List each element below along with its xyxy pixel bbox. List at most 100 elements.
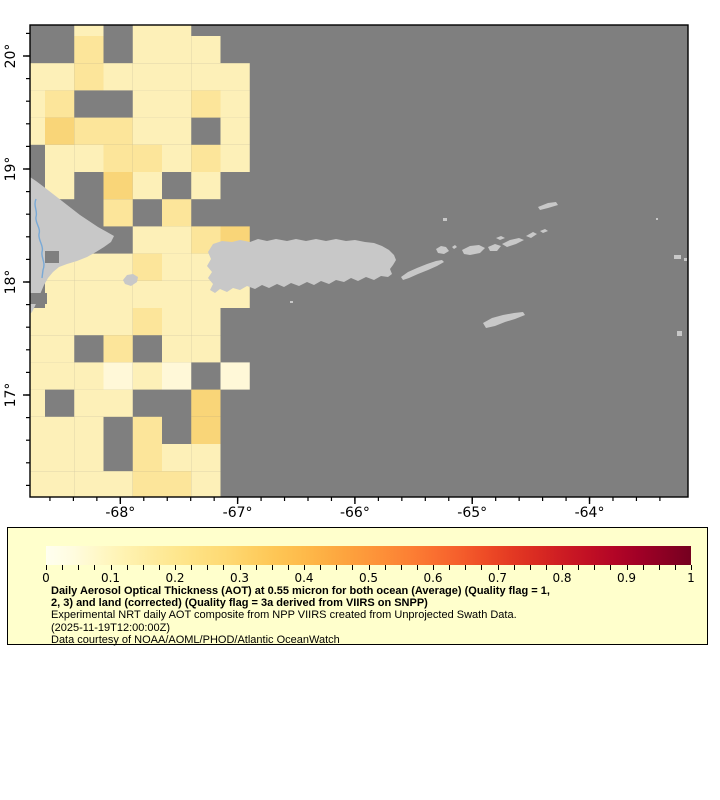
aot-cell [30,117,45,145]
colorbar-tick-label: 0.3 [229,571,250,585]
aot-cell [45,362,75,390]
aot-cell [45,335,75,363]
aot-cell [74,362,104,390]
colorbar-tick [46,565,47,570]
product-title-line2: 2, 3) and land (corrected) (Quality flag… [51,597,428,610]
x-axis-label: -67° [223,505,253,521]
land-speck [656,218,658,220]
aot-cell [162,253,192,281]
aot-cell [103,389,133,417]
aot-cell [191,172,221,200]
aot-cell [30,416,45,444]
aot-cell [45,144,75,172]
aot-cell [30,471,45,497]
x-axis-label: -64° [575,505,605,521]
colorbar-tick-label: 0.1 [100,571,121,585]
aot-cell [132,280,162,308]
colorbar-tick [610,565,612,570]
land-speck [684,258,687,261]
land-tortola [502,238,524,247]
aot-cell [162,280,192,308]
legend-panel: 0 0.1 0.2 0.3 0.4 0.5 0.6 0.7 0.8 0.9 1 Daily Aero… [7,527,708,646]
aot-cell [220,117,250,145]
product-title-line1: Daily Aerosol Optical Thickness (AOT) at… [51,585,550,597]
colorbar-tick [271,565,273,570]
colorbar-tick [175,565,176,570]
aot-cell [103,144,133,172]
colorbar-tick [207,565,209,570]
aot-cell [30,362,45,390]
aot-cell [74,144,104,172]
aot-cell [220,144,250,172]
land-st-thomas [462,245,485,255]
aot-map: -68° -67° -66° -65° -64° 20° 19° 18° 17° [3,24,689,521]
colorbar-tick [416,565,418,570]
colorbar-tick-label: 0.5 [358,571,379,585]
aot-cell [162,36,192,64]
aot-cell [74,117,104,145]
colorbar-tick-label: 0.6 [423,571,443,585]
aot-cell [162,308,192,336]
aot-cell [103,362,133,390]
aot-cell [132,172,162,200]
aot-cell [162,444,192,472]
map-frame [29,24,689,498]
colorbar-tick [642,565,644,570]
aot-cell [74,63,104,91]
aot-cell [191,416,221,444]
aot-cell [162,335,192,363]
colorbar-tick [449,565,451,570]
aot-cell [162,25,192,36]
colorbar-tick [513,565,515,570]
data-credit: Data courtesy of NOAA/AOML/PHOD/Atlantic… [51,633,340,646]
aot-cell [103,308,133,336]
y-axis-label: 20° [3,44,19,69]
aot-cell [162,226,192,254]
x-axis-label: -66° [340,505,370,521]
aot-cell [30,389,45,417]
aot-cell [191,308,221,336]
colorbar-tick [255,565,257,570]
colorbar-tick [110,565,112,570]
aot-cell [74,471,104,497]
colorbar-tick [223,565,225,570]
colorbar-tick [481,565,483,570]
colorbar-tick [191,565,193,570]
colorbar-tick [497,565,499,570]
aot-cell [162,362,192,390]
aot-cell [103,471,133,497]
aot-cell [30,308,45,336]
x-axis-label: -68° [105,505,135,521]
aot-cell [45,280,75,308]
aot-cell [162,144,192,172]
aot-cell [103,63,133,91]
aot-cell [103,335,133,363]
colorbar-tick [433,565,434,570]
aot-cell [45,63,75,91]
aot-cell [162,90,192,118]
land-hispaniola [30,177,114,314]
aot-cell [30,63,45,91]
aot-cell [74,416,104,444]
aot-cell [132,226,162,254]
aot-cell [191,444,221,472]
colorbar-tick-label: 1 [687,571,695,585]
aot-cell [132,90,162,118]
colorbar-tick [239,565,241,570]
colorbar-tick [158,565,160,570]
colorbar-tick [626,565,628,570]
aot-cell [220,63,250,91]
aot-cell [103,199,133,227]
land-st-croix [483,312,525,328]
product-subtitle: Experimental NRT daily AOT composite fro… [51,609,517,622]
aot-cell [220,362,250,390]
colorbar-tick-label: 0 [42,571,50,585]
aot-cell [132,144,162,172]
product-timestamp: (2025-11-19T12:00:00Z) [51,621,171,634]
aot-cell [74,444,104,472]
aot-cell [191,36,221,64]
colorbar-tick [126,565,128,570]
aot-cell [191,90,221,118]
aot-cell [45,90,75,118]
colorbar-tick [674,565,676,570]
